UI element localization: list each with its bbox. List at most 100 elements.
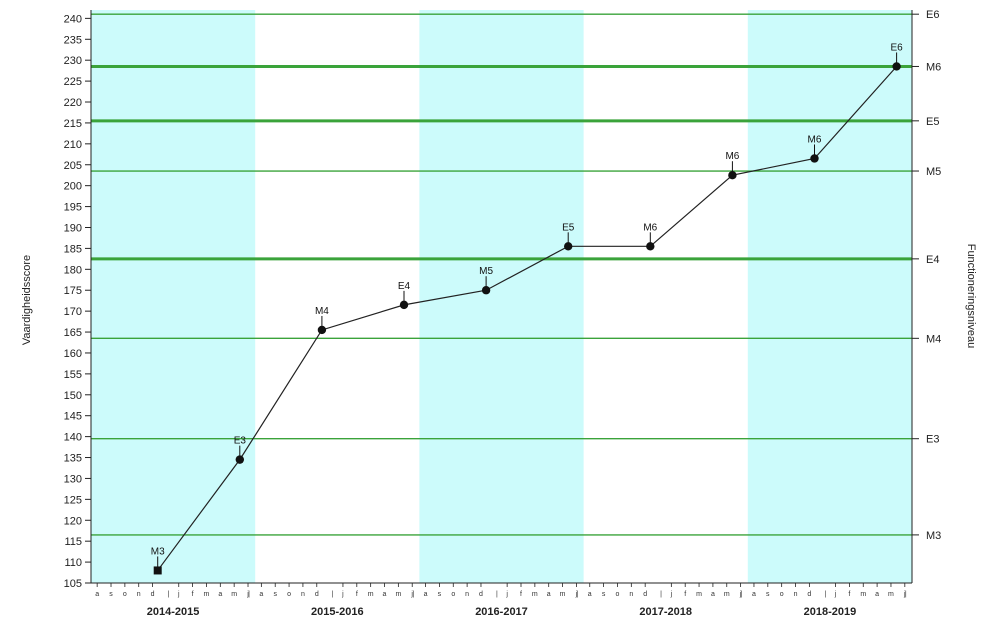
month-label: f (356, 591, 358, 598)
data-point-marker (564, 242, 573, 251)
month-separator: | (905, 591, 907, 598)
month-label: f (520, 591, 522, 598)
month-label: m (724, 591, 730, 598)
month-label: m (532, 591, 538, 598)
data-point-label: M3 (151, 546, 165, 557)
y-tick-label: 115 (64, 536, 82, 548)
month-label: j (739, 591, 742, 598)
y-tick-label: 190 (64, 222, 82, 234)
year-band-2016-2017 (419, 10, 584, 583)
month-separator: | (660, 591, 662, 598)
month-label: d (151, 591, 155, 598)
month-label: n (465, 591, 469, 598)
month-label: a (218, 591, 222, 598)
month-label: o (451, 591, 455, 598)
right-level-label: E5 (926, 116, 939, 128)
month-label: m (696, 591, 702, 598)
month-label: m (368, 591, 374, 598)
month-label: j (670, 591, 673, 598)
month-label: o (780, 591, 784, 598)
month-label: a (547, 591, 551, 598)
data-point-label: M4 (315, 306, 329, 317)
y-tick-label: 105 (64, 578, 82, 590)
data-point-marker (892, 62, 901, 71)
y-tick-label: 125 (64, 494, 82, 506)
data-point-marker (810, 154, 819, 163)
right-axis-title: Functioneringsniveau (965, 244, 977, 349)
month-label: n (629, 591, 633, 598)
y-tick-label: 170 (64, 306, 82, 318)
month-label: s (438, 591, 442, 598)
month-label: s (109, 591, 113, 598)
month-label: m (204, 591, 210, 598)
y-tick-label: 240 (64, 13, 82, 25)
year-label-2018-2019: 2018-2019 (804, 606, 857, 618)
month-label: a (588, 591, 592, 598)
year-label-2015-2016: 2015-2016 (311, 606, 364, 618)
month-label: j (575, 591, 578, 598)
data-point-label: M5 (479, 266, 493, 277)
y-tick-label: 120 (64, 515, 82, 527)
data-point-label: M6 (643, 222, 657, 233)
month-label: n (301, 591, 305, 598)
month-separator: | (496, 591, 498, 598)
month-separator: | (168, 591, 170, 598)
month-label: d (315, 591, 319, 598)
data-point-marker (153, 566, 162, 575)
right-level-label: E3 (926, 434, 939, 446)
month-label: d (807, 591, 811, 598)
y-tick-label: 205 (64, 160, 82, 172)
month-label: m (395, 591, 401, 598)
right-level-label: M5 (926, 166, 941, 178)
y-tick-label: 185 (64, 243, 82, 255)
y-tick-label: 155 (64, 369, 82, 381)
data-point-label: M6 (808, 134, 822, 145)
right-level-label: M6 (926, 61, 941, 73)
month-label: o (123, 591, 127, 598)
month-label: s (766, 591, 770, 598)
year-band-2018-2019 (747, 10, 912, 583)
plot-frame (90, 10, 913, 584)
year-label-2014-2015: 2014-2015 (147, 606, 200, 618)
y-tick-label: 145 (64, 411, 82, 423)
month-label: a (259, 591, 263, 598)
data-point-label: M6 (725, 151, 739, 162)
month-label: s (602, 591, 606, 598)
year-label-2016-2017: 2016-2017 (475, 606, 528, 618)
month-separator: | (248, 591, 250, 598)
y-tick-label: 200 (64, 181, 82, 193)
month-label: j (410, 591, 413, 598)
y-tick-label: 225 (64, 76, 82, 88)
month-label: a (752, 591, 756, 598)
year-band-2014-2015 (91, 10, 256, 583)
y-tick-label: 230 (64, 55, 82, 67)
data-series: M3 E3 M4 E4 M5 E5 M6 M6 M6 E6 (151, 42, 903, 575)
y-tick-label: 160 (64, 348, 82, 360)
data-point-marker (399, 300, 409, 310)
y-tick-label: 210 (64, 139, 82, 151)
y-tick-label: 130 (64, 473, 82, 485)
data-point-label: E3 (234, 436, 247, 447)
data-point-label: E6 (890, 42, 903, 53)
month-label: j (246, 591, 249, 598)
month-label: o (287, 591, 291, 598)
month-label: n (137, 591, 141, 598)
month-label: d (479, 591, 483, 598)
right-level-label: M3 (926, 530, 941, 542)
month-separator: | (824, 591, 826, 598)
data-point-marker (235, 455, 245, 464)
month-separator: | (741, 591, 743, 598)
month-separator: | (577, 591, 579, 598)
right-axis-labels: M3 E3 M4 E4 M5 E5 M6 E6 (912, 9, 941, 542)
data-point-marker (481, 286, 491, 295)
y-tick-label: 110 (64, 557, 82, 569)
data-point-label: E4 (398, 281, 411, 292)
month-label: m (560, 591, 566, 598)
right-level-label: E4 (926, 254, 939, 266)
month-label: a (95, 591, 99, 598)
data-point-label: E5 (562, 222, 575, 233)
y-tick-label: 235 (64, 34, 82, 46)
y-tick-label: 135 (64, 453, 82, 465)
